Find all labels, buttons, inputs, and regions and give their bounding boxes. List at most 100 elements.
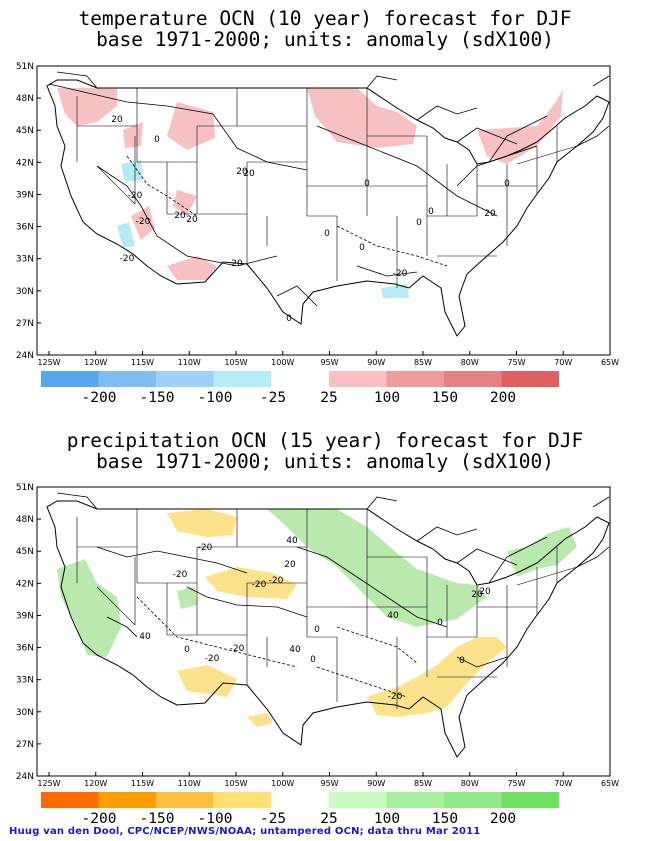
legend-swatch-negative [156, 792, 214, 808]
lon-label: 85W [414, 779, 432, 788]
border-line [56, 71, 98, 89]
lon-label: 115W [131, 779, 154, 788]
lon-label: 80W [461, 779, 479, 788]
lat-label: 51N [16, 483, 34, 493]
lat-label: 39N [16, 190, 34, 200]
contour-label: 0 [359, 243, 365, 253]
contour-label: 20 [471, 590, 483, 600]
contour-line [96, 165, 278, 267]
contour-label: 20 [174, 211, 186, 221]
positive-anomaly-region [507, 527, 577, 577]
legend-label: 200 [490, 811, 516, 827]
contour-label: 40 [289, 645, 301, 655]
border-line [456, 127, 518, 145]
negative-anomaly-region [167, 509, 237, 537]
contour-label: 20 [236, 167, 248, 177]
lat-label: 51N [16, 62, 34, 72]
legend-label: -200 [82, 390, 117, 406]
lat-label: 30N [16, 287, 34, 297]
lon-label: 115W [131, 358, 154, 367]
contour-line [316, 666, 408, 698]
legend-label: -100 [198, 811, 233, 827]
lat-label: 45N [16, 547, 34, 557]
negative-anomaly-region [381, 284, 409, 298]
lon-label: 65W [601, 358, 619, 367]
state-line [96, 586, 136, 626]
lat-label: 42N [16, 158, 34, 168]
border-line [576, 125, 610, 147]
contour-label: -20 [252, 580, 267, 590]
lat-label: 33N [16, 255, 34, 265]
contour-line [336, 225, 448, 267]
lon-label: 95W [320, 358, 338, 367]
legend-label: -25 [260, 390, 286, 406]
contour-label: 0 [310, 655, 316, 665]
border-line [416, 526, 478, 542]
contour-label: 40 [286, 536, 298, 546]
contour-label: -20 [393, 269, 408, 279]
lon-label: 90W [367, 358, 385, 367]
negative-anomaly-region [177, 665, 237, 697]
lon-label: 120W [84, 779, 107, 788]
lon-label: 75W [507, 779, 525, 788]
lat-label: 24N [16, 351, 34, 361]
contour-label: -20 [269, 576, 284, 586]
lon-label: 125W [37, 358, 60, 367]
contour-label: -20 [173, 570, 188, 580]
legend-swatch-positive [386, 792, 444, 808]
contour-line [356, 265, 418, 277]
lat-label: 42N [16, 579, 34, 589]
positive-anomaly-region [167, 102, 215, 150]
positive-anomaly-region [123, 122, 143, 148]
border-line [488, 115, 548, 163]
lon-label: 105W [224, 779, 247, 788]
contour-line [96, 546, 248, 574]
contour-label: 0 [504, 179, 510, 189]
positive-anomaly-region [131, 206, 155, 240]
contour-label: -20 [136, 217, 151, 227]
lon-label: 100W [271, 779, 294, 788]
legend-label: 150 [432, 390, 458, 406]
legend-swatch-positive [444, 792, 502, 808]
lon-label: 65W [601, 779, 619, 788]
contour-label: 0 [184, 645, 190, 655]
title-line-2: base 1971-2000; units: anomaly (sdX100) [96, 28, 554, 51]
border-line [416, 105, 478, 121]
border-line [576, 546, 610, 568]
state-line [516, 145, 578, 165]
border-line [366, 496, 398, 510]
contour-line [296, 546, 448, 628]
legend-swatch-negative [156, 371, 214, 387]
negative-anomaly-region [117, 222, 135, 248]
legend-label: 200 [490, 390, 516, 406]
title-line-1: temperature OCN (10 year) forecast for D… [78, 7, 572, 30]
legend-swatch-positive [329, 792, 387, 808]
lat-label: 24N [16, 772, 34, 782]
border-line [592, 496, 610, 508]
contour-label: -20 [128, 191, 143, 201]
legend-swatch-negative [98, 371, 156, 387]
legend-label: 100 [374, 390, 400, 406]
state-line [96, 165, 136, 205]
lat-label: 45N [16, 126, 34, 136]
legend-swatch-positive [386, 371, 444, 387]
temperature-map-panel: 20 0 20 20 -20 20 -20 20 0 0 -20 20 0 -20 0 0 0 0 20 51N 48N… [0, 0, 650, 420]
positive-anomaly-region [177, 587, 197, 609]
lat-label: 48N [16, 515, 34, 525]
legend-label: 25 [320, 390, 337, 406]
contour-line [186, 586, 308, 618]
map-plot-area: -20-202040-20-2040400-200200-2040-200200… [16, 483, 619, 827]
title-line-2: base 1971-2000; units: anomaly (sdX100) [96, 450, 554, 473]
contour-label: -20 [198, 543, 213, 553]
contour-label: -20 [388, 692, 403, 702]
lon-label: 95W [320, 779, 338, 788]
us-outline [46, 500, 610, 758]
us-outline [46, 79, 610, 337]
lat-label: 48N [16, 94, 34, 104]
border-line [488, 536, 548, 584]
lon-label: 105W [224, 358, 247, 367]
state-line [516, 566, 578, 586]
